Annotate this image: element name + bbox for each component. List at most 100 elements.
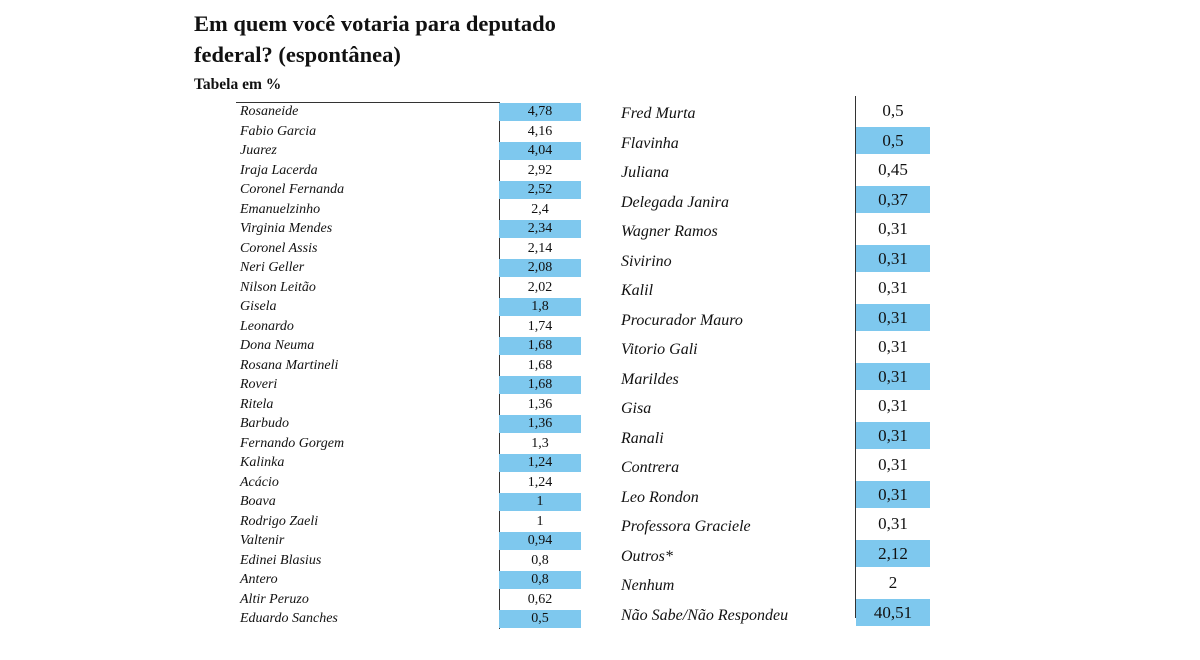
table-subtitle: Tabela em % bbox=[194, 76, 282, 93]
vote-percentage: 0,8 bbox=[499, 571, 581, 589]
candidate-name: Antero bbox=[240, 572, 278, 587]
candidate-name: Altir Peruzo bbox=[240, 591, 309, 607]
table-row: Eduardo Sanches 0,5 bbox=[236, 609, 581, 629]
candidate-name: Procurador Mauro bbox=[621, 311, 743, 329]
vote-percentage: 0,5 bbox=[882, 101, 904, 120]
left-results-table: Rosaneide 4,78 Fabio Garcia 4,16 Juarez 4,04 I… bbox=[236, 102, 581, 629]
vote-percentage: 0,5 bbox=[856, 126, 930, 154]
vote-percentage: 1,8 bbox=[499, 298, 581, 316]
candidate-name: Flavinha bbox=[621, 134, 679, 152]
candidate-name: Acácio bbox=[240, 474, 279, 490]
vote-percentage: 0,31 bbox=[878, 278, 908, 297]
vote-percentage: 2,12 bbox=[856, 539, 930, 567]
vote-percentage: 0,31 bbox=[878, 337, 908, 356]
vote-percentage: 4,16 bbox=[527, 123, 553, 139]
vote-percentage: 1,24 bbox=[527, 474, 553, 490]
table-row: Dona Neuma 1,68 bbox=[236, 336, 581, 356]
candidate-name: Fabio Garcia bbox=[240, 123, 317, 139]
vote-percentage: 1 bbox=[499, 493, 581, 511]
vote-percentage: 0,8 bbox=[531, 552, 549, 568]
vote-percentage: 1,36 bbox=[527, 396, 553, 412]
vote-percentage: 0,31 bbox=[856, 362, 930, 390]
candidate-name: Juliana bbox=[621, 164, 669, 181]
candidate-name: Valtenir bbox=[240, 533, 285, 548]
candidate-name: Wagner Ramos bbox=[621, 223, 718, 240]
table-row: Kalil 0,31 bbox=[618, 273, 930, 303]
table-row: Delegada Janira 0,37 bbox=[618, 185, 930, 215]
vote-percentage: 0,31 bbox=[878, 219, 908, 238]
vote-percentage: 1,68 bbox=[499, 337, 581, 355]
vote-percentage: 2,52 bbox=[499, 181, 581, 199]
vote-percentage: 0,94 bbox=[499, 532, 581, 550]
table-row: Procurador Mauro 0,31 bbox=[618, 303, 930, 333]
candidate-name: Ritela bbox=[240, 396, 274, 412]
candidate-name: Eduardo Sanches bbox=[240, 611, 338, 626]
candidate-name: Ranali bbox=[621, 429, 664, 447]
table-row: Juliana 0,45 bbox=[618, 155, 930, 185]
table-row: Coronel Assis 2,14 bbox=[236, 239, 581, 259]
table-row: Leo Rondon 0,31 bbox=[618, 480, 930, 510]
table-row: Antero 0,8 bbox=[236, 570, 581, 590]
candidate-name: Leo Rondon bbox=[621, 488, 699, 506]
table-row: Contrera 0,31 bbox=[618, 450, 930, 480]
vote-percentage: 1,74 bbox=[527, 318, 553, 334]
candidate-name: Nenhum bbox=[621, 577, 675, 594]
vote-percentage: 0,31 bbox=[856, 303, 930, 331]
vote-percentage: 2,08 bbox=[499, 259, 581, 277]
table-row: Wagner Ramos 0,31 bbox=[618, 214, 930, 244]
table-row: Sivirino 0,31 bbox=[618, 244, 930, 274]
candidate-name: Outros* bbox=[621, 547, 673, 565]
candidate-name: Boava bbox=[240, 494, 276, 509]
candidate-name: Delegada Janira bbox=[621, 193, 729, 211]
vote-percentage: 0,5 bbox=[499, 610, 581, 628]
candidate-name: Não Sabe/Não Respondeu bbox=[621, 606, 789, 624]
candidate-name: Dona Neuma bbox=[240, 338, 315, 353]
table-row: Iraja Lacerda 2,92 bbox=[236, 161, 581, 181]
table-row: Ritela 1,36 bbox=[236, 395, 581, 415]
candidate-name: Gisa bbox=[621, 400, 652, 417]
table-row: Fred Murta 0,5 bbox=[618, 96, 930, 126]
candidate-name: Iraja Lacerda bbox=[240, 162, 318, 178]
vote-percentage: 2,34 bbox=[499, 220, 581, 238]
candidate-name: Kalinka bbox=[240, 455, 285, 470]
candidate-name: Rosaneide bbox=[240, 104, 299, 119]
table-row: Ranali 0,31 bbox=[618, 421, 930, 451]
candidate-name: Nilson Leitão bbox=[240, 279, 316, 295]
table-row: Outros* 2,12 bbox=[618, 539, 930, 569]
vote-percentage: 0,31 bbox=[878, 455, 908, 474]
left-table-top-border bbox=[236, 102, 499, 103]
table-row: Valtenir 0,94 bbox=[236, 531, 581, 551]
vote-percentage: 2,4 bbox=[531, 201, 549, 217]
vote-percentage: 2,92 bbox=[527, 162, 553, 178]
candidate-name: Contrera bbox=[621, 459, 680, 476]
table-row: Altir Peruzo 0,62 bbox=[236, 590, 581, 610]
vote-percentage: 0,37 bbox=[856, 185, 930, 213]
vote-percentage: 1,3 bbox=[531, 435, 549, 451]
candidate-name: Marildes bbox=[621, 370, 679, 388]
candidate-name: Coronel Fernanda bbox=[240, 182, 345, 197]
table-row: Emanuelzinho 2,4 bbox=[236, 200, 581, 220]
candidate-name: Coronel Assis bbox=[240, 240, 318, 256]
table-row: Coronel Fernanda 2,52 bbox=[236, 180, 581, 200]
vote-percentage: 2,02 bbox=[527, 279, 553, 295]
table-row: Edinei Blasius 0,8 bbox=[236, 551, 581, 571]
vote-percentage: 4,78 bbox=[499, 103, 581, 121]
table-row: Vitorio Gali 0,31 bbox=[618, 332, 930, 362]
candidate-name: Rodrigo Zaeli bbox=[240, 513, 319, 529]
vote-percentage: 1,68 bbox=[527, 357, 553, 373]
candidate-name: Fernando Gorgem bbox=[240, 435, 345, 451]
table-row: Kalinka 1,24 bbox=[236, 453, 581, 473]
table-row: Rodrigo Zaeli 1 bbox=[236, 512, 581, 532]
table-row: Marildes 0,31 bbox=[618, 362, 930, 392]
candidate-name: Neri Geller bbox=[240, 260, 305, 275]
vote-percentage: 0,45 bbox=[878, 160, 908, 179]
vote-percentage: 1 bbox=[536, 513, 544, 529]
vote-percentage: 1,68 bbox=[499, 376, 581, 394]
table-row: Professora Graciele 0,31 bbox=[618, 509, 930, 539]
vote-percentage: 0,31 bbox=[856, 244, 930, 272]
table-row: Não Sabe/Não Respondeu 40,51 bbox=[618, 598, 930, 628]
vote-percentage: 1,36 bbox=[499, 415, 581, 433]
table-row: Flavinha 0,5 bbox=[618, 126, 930, 156]
candidate-name: Vitorio Gali bbox=[621, 341, 698, 358]
vote-percentage: 0,31 bbox=[856, 421, 930, 449]
